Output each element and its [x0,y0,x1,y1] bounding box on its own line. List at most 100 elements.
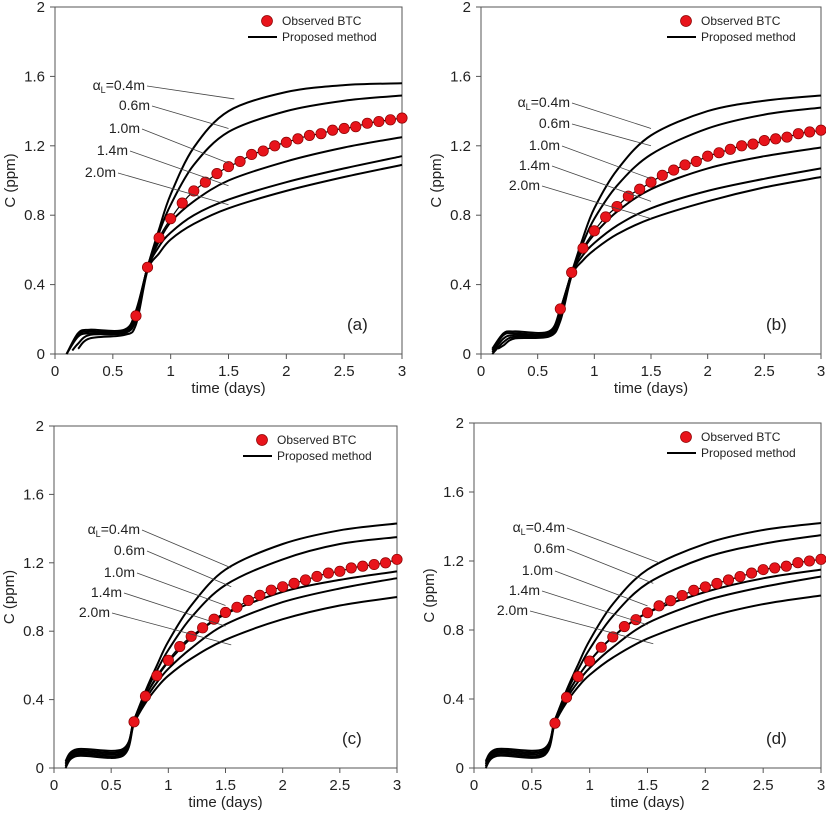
observed-point [368,558,380,571]
observed-point [724,143,736,155]
alpha-annotation-1: αL=0.4m [93,77,145,95]
observed-connector [559,129,822,310]
observed-point [554,303,566,315]
y-tick-label: 1.6 [443,484,464,501]
x-tick-label: 1.5 [641,363,662,380]
y-tick-label: 2 [456,415,464,432]
observed-point [584,655,596,667]
alpha-annotation-3: 1.0m [104,564,135,580]
observed-point [257,145,269,157]
observed-point [162,654,174,666]
alpha-annotation-1: αL=0.4m [88,521,140,539]
y-tick-label: 1.6 [24,68,45,85]
model-curve-2 [484,534,822,764]
observed-point [185,630,197,642]
alpha-annotation-4: 1.4m [91,584,122,600]
x-tick-label: 2 [278,777,286,794]
observed-point [780,560,792,572]
observed-point [222,161,235,173]
y-tick-label: 0 [36,760,44,777]
chart-panel-b: 0 0.5 1 1.5 2 2.5 3 0 0.4 0.8 1.2 1.6 2 time (days) C … [428,0,826,397]
observed-point [361,117,373,129]
x-tick-label: 1 [164,777,172,794]
observed-point [676,589,688,602]
y-tick-label: 2 [37,0,45,16]
x-tick-label: 0 [470,777,478,794]
annotation-leader-line [571,102,652,129]
x-tick-label: 2.5 [329,777,350,794]
legend-observed-marker [680,15,692,27]
observed-point [815,553,826,565]
legend-observed-label: Observed BTC [277,433,357,447]
panel-label: (d) [766,729,787,748]
model-curve-2 [64,536,398,764]
alpha-annotation-5: 2.0m [509,177,540,193]
y-axis-title: C (ppm) [428,153,445,207]
observed-point [736,140,748,152]
x-tick-label: 3 [817,777,825,794]
x-tick-label: 1.5 [218,363,239,380]
y-tick-label: 0.8 [443,622,464,639]
chart-panel-d: 0 0.5 1 1.5 2 2.5 3 0 0.4 0.8 1.2 1.6 2 time (days) C … [421,415,826,811]
x-tick-label: 2 [282,363,290,380]
alpha-annotation-2: 0.6m [114,542,145,558]
y-tick-label: 1.2 [24,138,45,155]
observed-point [656,169,668,181]
y-tick-label: 2 [463,0,471,16]
annotation-leader-line [141,128,229,164]
observed-point [303,129,316,141]
observed-point [668,164,680,176]
y-tick-label: 0.8 [23,623,44,640]
observed-point [679,159,691,171]
annotation-leader-line [529,610,654,645]
observed-point [634,183,646,195]
y-tick-label: 0.4 [443,691,464,708]
annotation-leader-line [136,572,226,606]
observed-point [815,124,826,136]
observed-point [600,211,612,223]
observed-point [588,225,600,237]
observed-point [357,560,369,572]
annotation-leader-line [541,590,648,626]
x-axis-title: time (days) [610,794,684,811]
annotation-leader-line [551,165,652,202]
annotation-leader-line [146,550,232,588]
annotation-leader-line [561,145,652,180]
observed-point [130,310,142,322]
panel-label: (c) [342,729,362,748]
alpha-annotation-1: αL=0.4m [518,94,570,112]
observed-point [746,567,758,579]
x-tick-label: 1 [590,363,598,380]
y-tick-label: 0.4 [23,692,44,709]
panel-label: (b) [766,315,787,334]
observed-point [246,148,258,161]
model-curve-4 [491,167,822,355]
observed-point [595,641,607,653]
annotation-leader-line [571,123,652,147]
observed-point [611,200,623,213]
model-curve-3 [64,570,398,766]
observed-point [770,133,782,145]
panel-label: (a) [347,315,368,334]
alpha-annotation-2: 0.6m [119,97,150,113]
observed-point [327,124,339,136]
observed-point [165,213,177,225]
alpha-annotation-3: 1.0m [109,120,140,136]
observed-point [804,126,816,138]
alpha-annotation-2: 0.6m [539,115,570,131]
observed-point [653,600,665,612]
observed-point [699,581,711,593]
x-tick-label: 2 [703,363,711,380]
y-axis-title: C (ppm) [2,153,19,207]
observed-point [280,136,292,148]
alpha-annotation-1: αL=0.4m [513,519,565,537]
y-tick-label: 1.6 [450,68,471,85]
x-tick-label: 3 [817,363,825,380]
x-tick-label: 0.5 [527,363,548,380]
observed-point [560,691,573,703]
observed-point [174,641,186,653]
x-axis-title: time (days) [188,794,262,811]
x-axis-title: time (days) [614,380,688,397]
observed-point [153,232,165,244]
annotation-leader-line [111,612,232,646]
